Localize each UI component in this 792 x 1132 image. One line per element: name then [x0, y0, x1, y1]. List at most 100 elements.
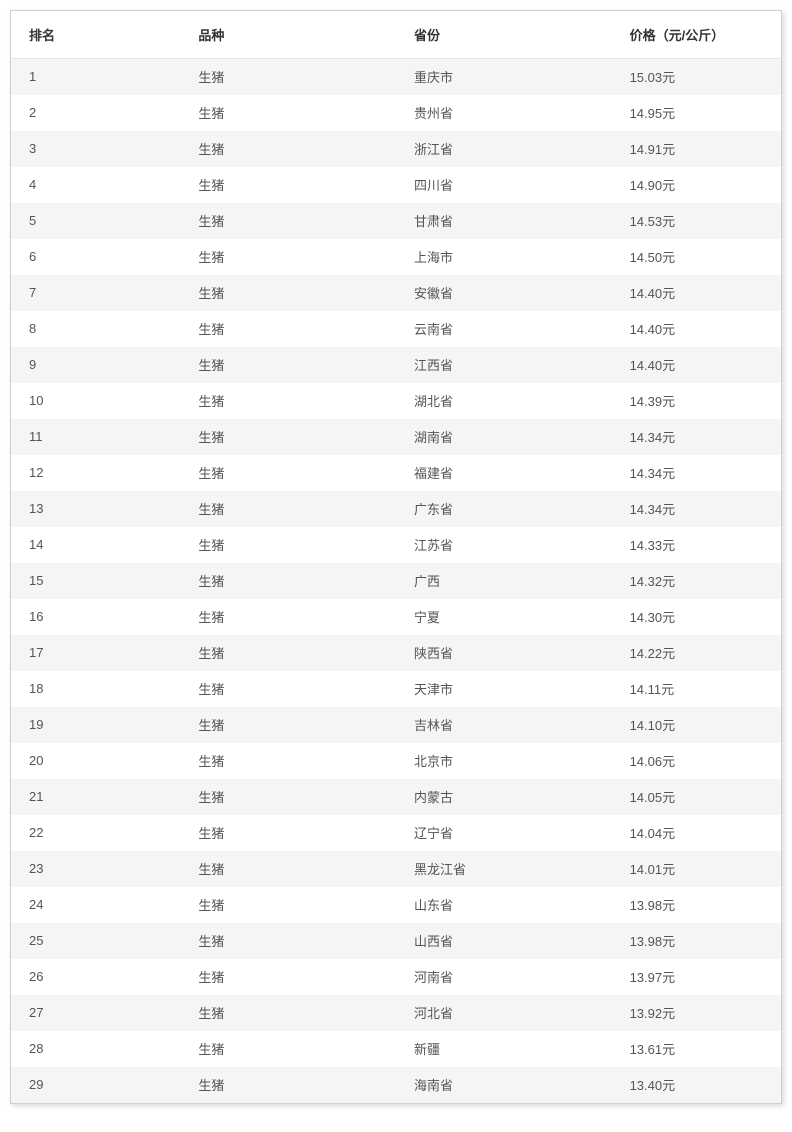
cell-variety: 生猪 [180, 95, 396, 131]
cell-rank: 16 [11, 599, 180, 635]
cell-rank: 17 [11, 635, 180, 671]
cell-variety: 生猪 [180, 59, 396, 95]
cell-province: 海南省 [396, 1067, 612, 1103]
cell-price: 13.61元 [612, 1031, 781, 1067]
cell-price: 14.11元 [612, 671, 781, 707]
cell-rank: 5 [11, 203, 180, 239]
cell-variety: 生猪 [180, 887, 396, 923]
cell-rank: 21 [11, 779, 180, 815]
cell-price: 14.95元 [612, 95, 781, 131]
table-row: 12生猪福建省14.34元 [11, 455, 781, 491]
table-row: 17生猪陕西省14.22元 [11, 635, 781, 671]
cell-price: 14.53元 [612, 203, 781, 239]
cell-price: 14.06元 [612, 743, 781, 779]
cell-rank: 10 [11, 383, 180, 419]
cell-price: 14.22元 [612, 635, 781, 671]
cell-province: 江西省 [396, 347, 612, 383]
cell-rank: 12 [11, 455, 180, 491]
cell-rank: 26 [11, 959, 180, 995]
cell-variety: 生猪 [180, 131, 396, 167]
table-row: 23生猪黑龙江省14.01元 [11, 851, 781, 887]
cell-price: 13.97元 [612, 959, 781, 995]
header-variety: 品种 [180, 11, 396, 59]
cell-province: 黑龙江省 [396, 851, 612, 887]
cell-price: 14.05元 [612, 779, 781, 815]
cell-variety: 生猪 [180, 239, 396, 275]
cell-variety: 生猪 [180, 203, 396, 239]
cell-province: 新疆 [396, 1031, 612, 1067]
cell-province: 河南省 [396, 959, 612, 995]
cell-province: 云南省 [396, 311, 612, 347]
table-row: 1生猪重庆市15.03元 [11, 59, 781, 95]
cell-province: 福建省 [396, 455, 612, 491]
cell-rank: 7 [11, 275, 180, 311]
cell-variety: 生猪 [180, 1067, 396, 1103]
cell-province: 内蒙古 [396, 779, 612, 815]
cell-variety: 生猪 [180, 815, 396, 851]
cell-variety: 生猪 [180, 1031, 396, 1067]
cell-rank: 20 [11, 743, 180, 779]
cell-rank: 13 [11, 491, 180, 527]
cell-rank: 19 [11, 707, 180, 743]
table-row: 11生猪湖南省14.34元 [11, 419, 781, 455]
cell-price: 14.40元 [612, 347, 781, 383]
cell-province: 宁夏 [396, 599, 612, 635]
table-row: 16生猪宁夏14.30元 [11, 599, 781, 635]
price-table-container: ® 中国养猪网 www.zhuwang.cc 排名 品种 省份 价格（元/公斤）… [10, 10, 782, 1104]
header-rank: 排名 [11, 11, 180, 59]
table-row: 4生猪四川省14.90元 [11, 167, 781, 203]
cell-rank: 28 [11, 1031, 180, 1067]
cell-variety: 生猪 [180, 923, 396, 959]
cell-price: 14.34元 [612, 419, 781, 455]
cell-rank: 25 [11, 923, 180, 959]
cell-price: 13.98元 [612, 923, 781, 959]
cell-province: 贵州省 [396, 95, 612, 131]
table-row: 13生猪广东省14.34元 [11, 491, 781, 527]
cell-price: 14.33元 [612, 527, 781, 563]
cell-province: 北京市 [396, 743, 612, 779]
cell-price: 14.34元 [612, 455, 781, 491]
table-row: 5生猪甘肃省14.53元 [11, 203, 781, 239]
table-row: 25生猪山西省13.98元 [11, 923, 781, 959]
cell-variety: 生猪 [180, 527, 396, 563]
header-price: 价格（元/公斤） [612, 11, 781, 59]
cell-province: 甘肃省 [396, 203, 612, 239]
cell-rank: 2 [11, 95, 180, 131]
cell-price: 14.01元 [612, 851, 781, 887]
cell-rank: 18 [11, 671, 180, 707]
cell-rank: 29 [11, 1067, 180, 1103]
cell-rank: 22 [11, 815, 180, 851]
cell-price: 14.32元 [612, 563, 781, 599]
cell-province: 重庆市 [396, 59, 612, 95]
price-ranking-table: 排名 品种 省份 价格（元/公斤） 1生猪重庆市15.03元2生猪贵州省14.9… [11, 11, 781, 1103]
cell-price: 14.04元 [612, 815, 781, 851]
table-row: 26生猪河南省13.97元 [11, 959, 781, 995]
cell-province: 辽宁省 [396, 815, 612, 851]
cell-province: 吉林省 [396, 707, 612, 743]
table-header-row: 排名 品种 省份 价格（元/公斤） [11, 11, 781, 59]
cell-price: 13.98元 [612, 887, 781, 923]
table-row: 28生猪新疆13.61元 [11, 1031, 781, 1067]
cell-price: 14.40元 [612, 311, 781, 347]
cell-price: 14.34元 [612, 491, 781, 527]
cell-rank: 8 [11, 311, 180, 347]
cell-variety: 生猪 [180, 275, 396, 311]
cell-province: 山东省 [396, 887, 612, 923]
cell-province: 天津市 [396, 671, 612, 707]
cell-province: 陕西省 [396, 635, 612, 671]
table-row: 24生猪山东省13.98元 [11, 887, 781, 923]
table-row: 29生猪海南省13.40元 [11, 1067, 781, 1103]
cell-price: 13.40元 [612, 1067, 781, 1103]
cell-rank: 4 [11, 167, 180, 203]
table-body: 1生猪重庆市15.03元2生猪贵州省14.95元3生猪浙江省14.91元4生猪四… [11, 59, 781, 1103]
cell-price: 14.10元 [612, 707, 781, 743]
cell-variety: 生猪 [180, 419, 396, 455]
cell-province: 江苏省 [396, 527, 612, 563]
cell-province: 湖南省 [396, 419, 612, 455]
table-row: 2生猪贵州省14.95元 [11, 95, 781, 131]
cell-variety: 生猪 [180, 959, 396, 995]
table-row: 10生猪湖北省14.39元 [11, 383, 781, 419]
cell-rank: 9 [11, 347, 180, 383]
table-row: 21生猪内蒙古14.05元 [11, 779, 781, 815]
cell-price: 14.50元 [612, 239, 781, 275]
